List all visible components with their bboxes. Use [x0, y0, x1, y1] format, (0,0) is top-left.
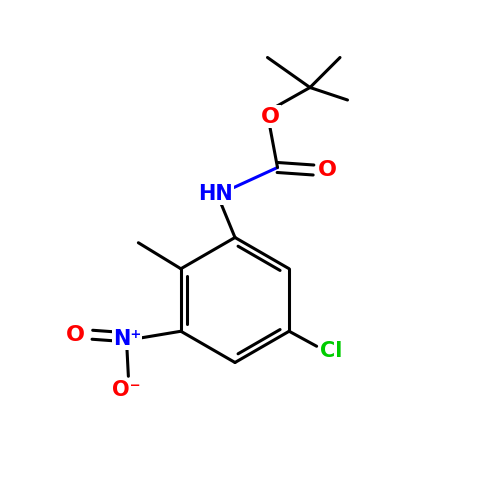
Text: O: O [260, 106, 280, 126]
Text: N⁺: N⁺ [112, 329, 141, 349]
Text: O: O [318, 160, 337, 180]
Text: O⁻: O⁻ [112, 380, 140, 400]
Text: Cl: Cl [320, 341, 343, 361]
Text: HN: HN [198, 184, 234, 204]
Text: O: O [66, 325, 86, 345]
